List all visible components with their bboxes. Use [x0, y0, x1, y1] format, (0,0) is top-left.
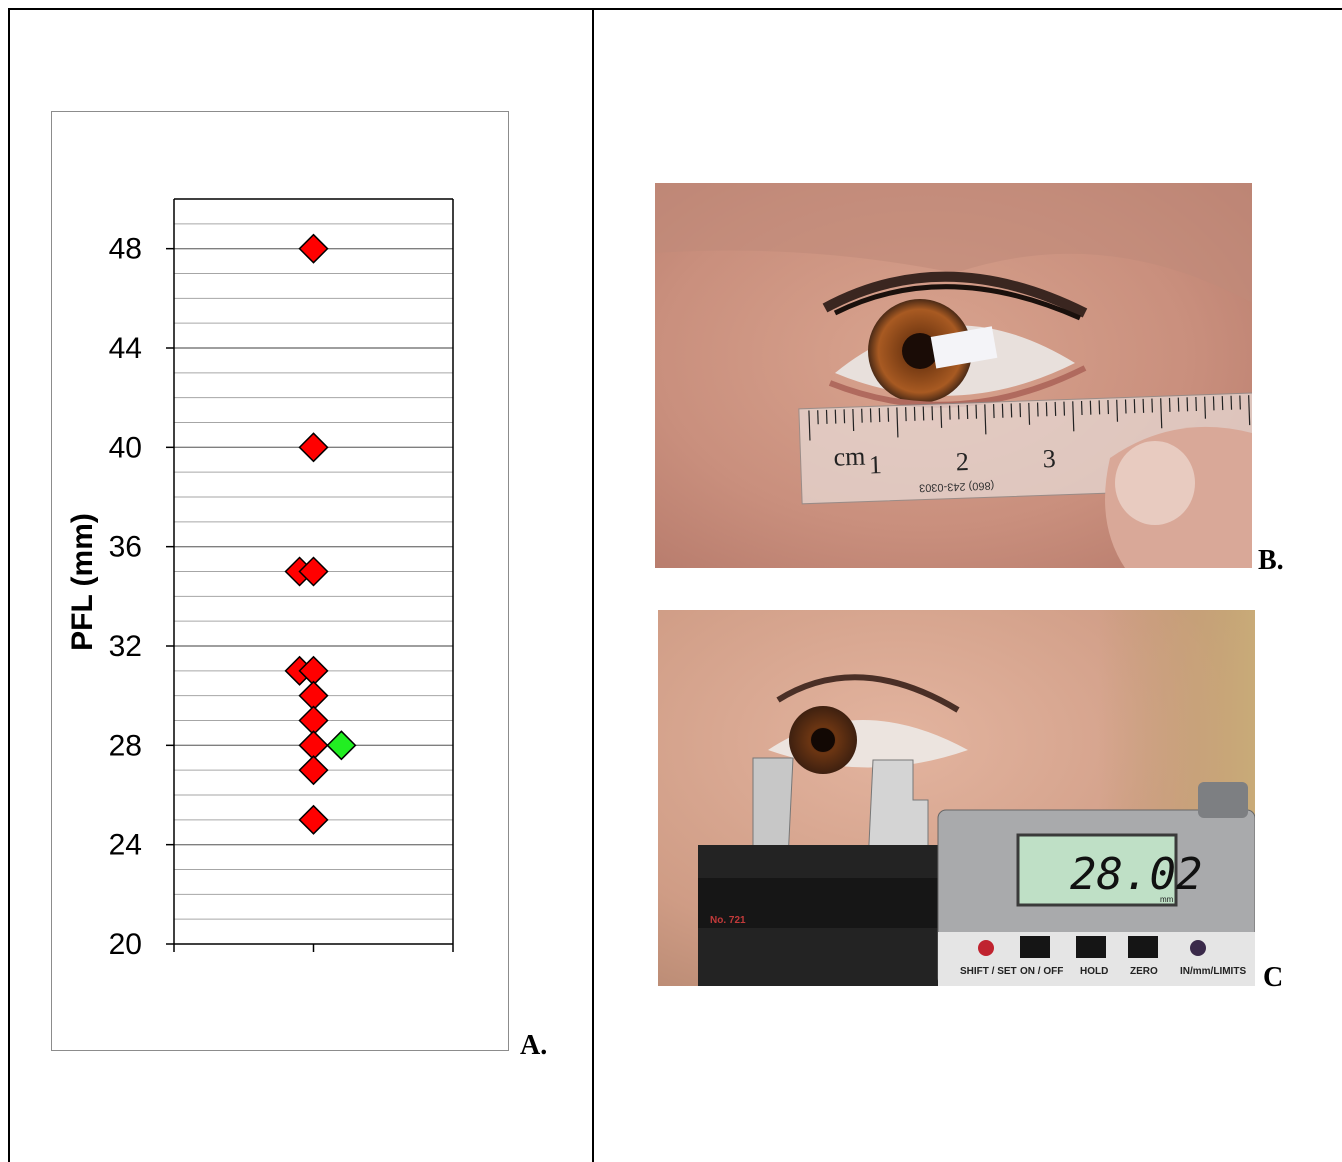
- y-tick-label: 48: [109, 233, 142, 266]
- button-on-off: ON / OFF: [1020, 966, 1063, 977]
- ruler-number-1: 1: [868, 450, 882, 479]
- photo-eye-caliper: No. 721 28.02 mm SHIFT / SET ON / OFF HO…: [658, 610, 1255, 986]
- caliper-model: No. 721: [710, 915, 746, 926]
- ruler-phone: (860) 243-0303: [919, 479, 995, 494]
- data-point-diamond: [298, 233, 329, 264]
- data-point-diamond: [298, 432, 329, 463]
- button-zero: ZERO: [1130, 966, 1158, 977]
- ruler-tick: [1028, 402, 1031, 425]
- ruler-tick: [1072, 401, 1075, 432]
- chart-panel: 20 24 28 32 36 40 44 48 PFL (mm): [51, 111, 509, 1051]
- button-in-mm-limits: IN/mm/LIMITS: [1180, 966, 1246, 977]
- ruler-tick: [1116, 399, 1119, 422]
- y-tick-label: 24: [109, 829, 142, 862]
- ruler-number-2: 2: [955, 447, 969, 476]
- y-tick-label: 40: [109, 431, 142, 464]
- panel-label-b: B.: [1258, 545, 1284, 576]
- y-tick-label: 20: [109, 928, 142, 961]
- ruler-tick: [984, 404, 987, 435]
- y-tick-label: 32: [109, 630, 142, 663]
- y-tick-label: 36: [109, 531, 142, 564]
- y-axis-title: PFL (mm): [66, 513, 99, 651]
- lcd-unit: mm: [1160, 895, 1174, 904]
- ruler-number-3: 3: [1042, 444, 1056, 473]
- pfl-scatter-chart: 20 24 28 32 36 40 44 48 PFL (mm): [66, 198, 454, 961]
- frame-left: [8, 8, 10, 1162]
- y-tick-label: 44: [109, 332, 142, 365]
- ruler-tick: [940, 405, 943, 428]
- button-shift-set: SHIFT / SET: [960, 966, 1017, 977]
- ruler-tick: [1204, 396, 1207, 419]
- lcd-reading: 28.02: [1070, 849, 1202, 900]
- panel-label-a: A.: [520, 1030, 548, 1061]
- ruler-tick: [1248, 395, 1251, 426]
- data-point-diamond: [298, 556, 329, 587]
- panel-label-c: C: [1263, 962, 1284, 993]
- data-point-diamond: [298, 755, 329, 786]
- ruler-tick: [852, 408, 855, 431]
- photo-eye-ruler: cm 1 2 3 4 (860) 243-0303: [655, 183, 1252, 568]
- ruler-unit: cm: [833, 442, 866, 472]
- button-hold: HOLD: [1080, 966, 1108, 977]
- data-point-diamond: [326, 730, 357, 761]
- ruler-tick: [808, 410, 811, 441]
- frame-divider: [592, 8, 594, 1162]
- ruler-tick: [896, 407, 899, 438]
- ruler-tick: [1160, 398, 1163, 429]
- data-point-diamond: [298, 804, 329, 835]
- frame-top: [8, 8, 1342, 10]
- y-tick-label: 28: [109, 729, 142, 762]
